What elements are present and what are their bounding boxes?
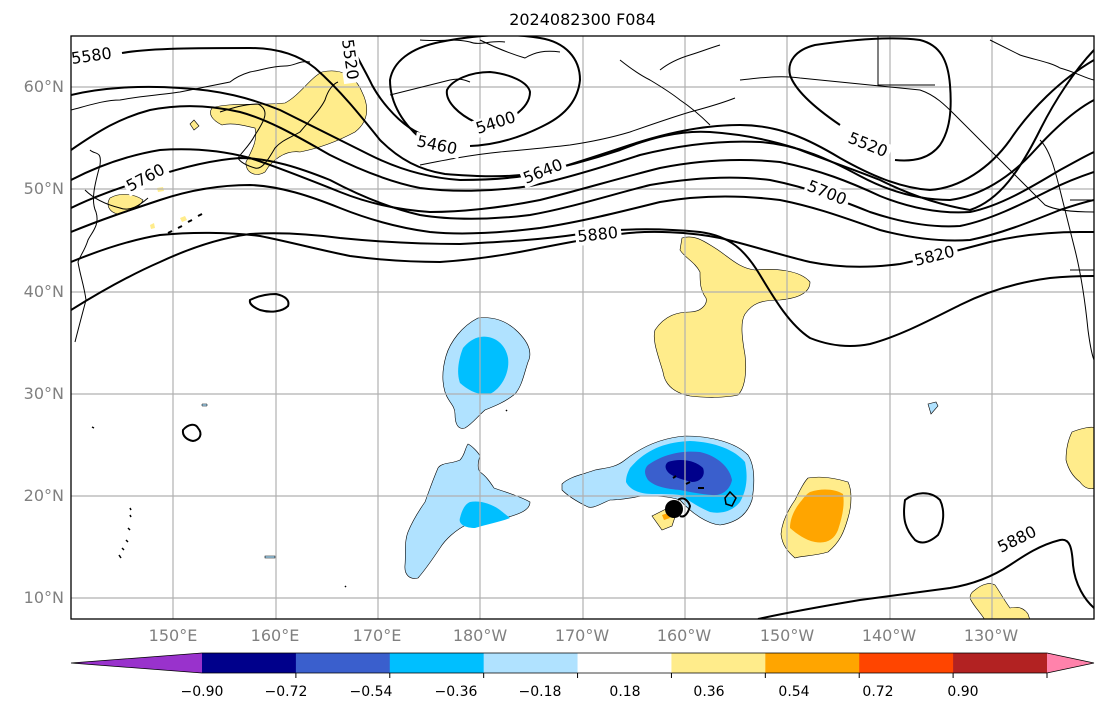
negative-anomaly-region bbox=[442, 317, 531, 429]
contour-5580 bbox=[121, 46, 1094, 212]
contour-5880-south bbox=[757, 538, 1094, 619]
contour-5880-cell bbox=[677, 497, 692, 518]
coastlines bbox=[71, 36, 1094, 588]
colorbar-tick-label: −0.18 bbox=[518, 684, 562, 700]
colorbar-segment bbox=[483, 653, 579, 673]
colorbar-tick-label: 0.18 bbox=[609, 684, 641, 700]
colorbar-tick-label: −0.90 bbox=[180, 684, 224, 700]
contour-5760 bbox=[71, 156, 1094, 228]
colorbar-segment bbox=[389, 653, 485, 673]
contour-label: 5820 bbox=[912, 242, 956, 270]
colorbar-segment bbox=[859, 653, 954, 673]
lon-label: 130°W bbox=[963, 626, 1019, 645]
positive-anomaly-region bbox=[780, 476, 852, 559]
colorbar-segment bbox=[765, 653, 860, 673]
lon-label: 180°W bbox=[452, 626, 508, 645]
colorbar bbox=[70, 652, 1095, 678]
lon-label: 170°W bbox=[554, 626, 610, 645]
lon-label: 150°E bbox=[148, 626, 198, 645]
positive-anomaly-region bbox=[201, 401, 1094, 619]
colorbar-segment bbox=[295, 653, 391, 673]
contour-label: 5580 bbox=[70, 43, 113, 67]
map-title: 2024082300 F084 bbox=[509, 10, 656, 29]
lon-label: 160°E bbox=[250, 626, 300, 645]
lat-label: 60°N bbox=[23, 77, 64, 96]
colorbar-tick-label: −0.54 bbox=[349, 684, 393, 700]
lat-label: 10°N bbox=[23, 588, 64, 607]
contour-5880-cell bbox=[248, 292, 290, 313]
positive-anomaly-region bbox=[653, 236, 811, 398]
colorbar-outline bbox=[70, 652, 1095, 674]
contour-label: 5520 bbox=[846, 128, 891, 161]
colorbar-segment bbox=[577, 653, 672, 673]
contour-5880-cell bbox=[903, 492, 945, 544]
lon-label: 170°E bbox=[352, 626, 402, 645]
colorbar-tick-label: 0.72 bbox=[862, 684, 894, 700]
colorbar-extend-low bbox=[71, 653, 202, 673]
colorbar-extend-high bbox=[1047, 653, 1094, 673]
contour-5520-east bbox=[788, 37, 952, 162]
contour-label: 5460 bbox=[415, 131, 459, 158]
contour-label: 5880 bbox=[576, 223, 618, 246]
map-frame bbox=[70, 35, 1095, 620]
lat-label: 20°N bbox=[23, 486, 64, 505]
colorbar-tick-label: 0.90 bbox=[947, 684, 979, 700]
colorbar-segment bbox=[953, 653, 1048, 673]
colorbar-tick-label: −0.72 bbox=[264, 684, 308, 700]
contour-5460 bbox=[388, 36, 582, 147]
lon-label: 140°W bbox=[861, 626, 917, 645]
negative-anomaly-region bbox=[404, 443, 531, 579]
colorbar-tick-label: 0.54 bbox=[778, 684, 810, 700]
colorbar-segment bbox=[202, 653, 297, 673]
contour-5880-cell bbox=[181, 423, 202, 443]
colorbar-tick-label: 0.36 bbox=[693, 684, 725, 700]
colorbar-tick-label: −0.36 bbox=[434, 684, 478, 700]
storm-position-marker bbox=[665, 500, 683, 518]
negative-anomaly-region bbox=[561, 435, 755, 526]
colorbar-segment bbox=[671, 653, 766, 673]
lon-label: 150°W bbox=[759, 626, 815, 645]
contour-5400 bbox=[445, 70, 532, 123]
lat-label: 30°N bbox=[23, 384, 64, 403]
contour-5880-main bbox=[71, 228, 1094, 347]
lat-label: 40°N bbox=[23, 282, 64, 301]
positive-anomaly-region bbox=[107, 70, 368, 229]
lon-label: 160°W bbox=[656, 626, 712, 645]
lat-label: 50°N bbox=[23, 179, 64, 198]
